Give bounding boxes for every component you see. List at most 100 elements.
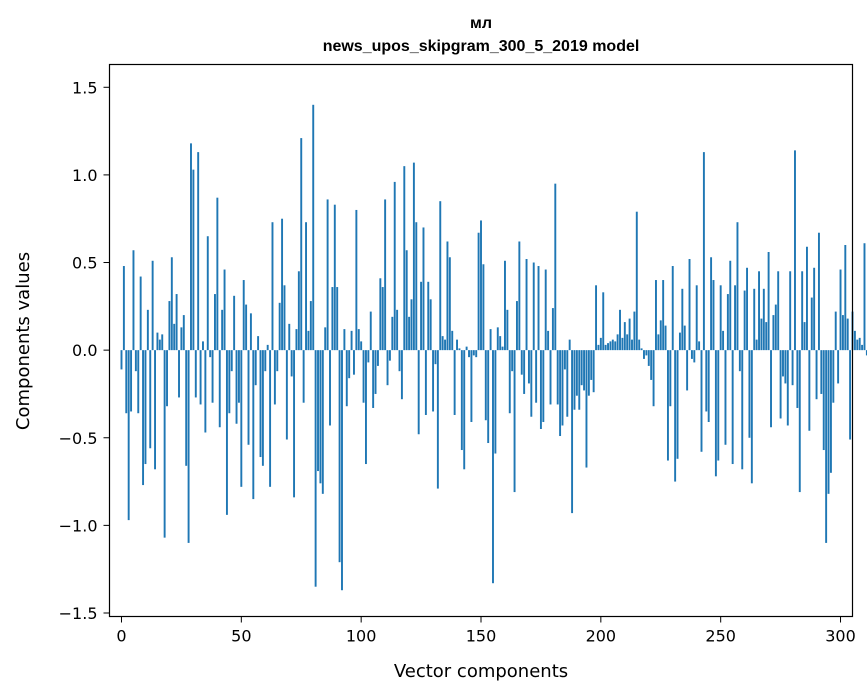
bar [599, 337, 602, 351]
bar [367, 350, 370, 363]
bar [185, 350, 188, 466]
bar [456, 339, 458, 351]
bars-group [120, 104, 867, 591]
bar [134, 350, 137, 372]
bar [607, 343, 609, 351]
bar [372, 350, 375, 408]
bar [424, 350, 427, 415]
bar [597, 344, 600, 351]
bar [130, 350, 133, 412]
bar [259, 350, 262, 458]
bar [348, 350, 351, 379]
bar [142, 350, 145, 486]
bar [726, 294, 729, 351]
bar [834, 311, 837, 351]
bar [532, 262, 535, 351]
bar [626, 334, 629, 351]
x-axis-ticks: 0 50 100 150 200 250 300 [116, 616, 856, 646]
bar [820, 350, 823, 394]
bar [331, 287, 334, 351]
bar [748, 350, 751, 438]
bar [515, 301, 518, 351]
y-tick-label: 1.0 [72, 166, 97, 185]
bar [678, 332, 681, 351]
bar [846, 318, 849, 351]
bar [674, 350, 677, 482]
bar [197, 152, 200, 351]
bar [643, 350, 645, 359]
bar [374, 350, 377, 394]
bar [252, 350, 255, 500]
bar [681, 288, 684, 351]
bar [770, 350, 772, 428]
bar [777, 271, 780, 351]
bar [480, 220, 482, 351]
bar [168, 301, 171, 351]
bar [710, 257, 713, 351]
bar [587, 350, 590, 396]
bar [137, 350, 140, 414]
bar [817, 232, 820, 351]
bar [551, 308, 554, 351]
y-axis-ticks: −1.5 −1.0 −0.5 0.0 0.5 1.0 1.5 [59, 78, 110, 623]
bar [844, 245, 847, 351]
bar [858, 337, 861, 351]
bar [309, 301, 312, 351]
bar [779, 350, 782, 419]
bar [492, 350, 494, 584]
bar [527, 350, 530, 384]
bar [276, 350, 279, 372]
bar [355, 209, 358, 351]
bar [825, 350, 828, 543]
bar [755, 339, 758, 351]
bar [669, 350, 672, 407]
bar [542, 350, 545, 422]
bar [549, 350, 552, 405]
bar [218, 350, 221, 428]
bar [199, 350, 202, 405]
bar [523, 350, 526, 394]
bar [690, 350, 693, 359]
bar [547, 330, 550, 351]
bar [376, 350, 379, 366]
bar [204, 350, 207, 433]
bar [741, 350, 744, 470]
bar [166, 350, 168, 407]
bar [206, 236, 209, 351]
bar [293, 350, 296, 498]
bar [405, 250, 408, 351]
bar [786, 350, 789, 426]
bar [499, 336, 502, 351]
bar [391, 316, 394, 351]
bar [319, 350, 322, 484]
bar [861, 344, 864, 351]
bar [441, 336, 444, 351]
bar [326, 199, 329, 351]
bar [714, 350, 717, 477]
bar [841, 315, 844, 351]
bar [829, 350, 832, 473]
bar [398, 350, 401, 372]
bar [571, 350, 574, 514]
bar [635, 211, 638, 351]
bar [444, 339, 447, 351]
bar [695, 285, 698, 351]
bar [489, 329, 492, 351]
bar [194, 350, 197, 398]
bar [676, 350, 679, 459]
bar [638, 339, 641, 351]
bar [729, 260, 732, 351]
bar [602, 292, 605, 351]
bar [429, 299, 432, 351]
bar [254, 350, 257, 386]
bar [494, 350, 497, 454]
bar [813, 267, 816, 351]
bar [856, 339, 859, 351]
bar [235, 350, 238, 424]
bar [144, 350, 147, 465]
bar [190, 143, 192, 351]
bar [408, 316, 411, 351]
bar [261, 350, 264, 466]
bar [810, 297, 813, 351]
bar [712, 280, 715, 351]
